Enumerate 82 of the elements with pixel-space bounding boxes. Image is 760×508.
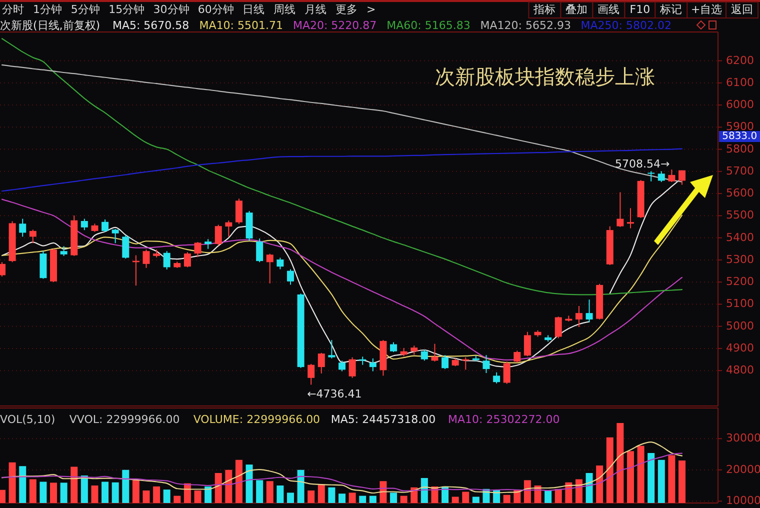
y-tick-label: 5500: [726, 208, 754, 222]
candlestick: [524, 331, 531, 357]
text: MA250: 5802.02: [580, 19, 672, 32]
text: 5833.0: [722, 131, 758, 142]
candlestick: [626, 208, 634, 229]
candlestick: [648, 170, 655, 182]
annotation: ←4736.41: [307, 388, 362, 401]
annotation: MA5: 24457318.00: [330, 413, 436, 426]
text: MA20: 5220.87: [292, 19, 377, 32]
candlestick: [420, 349, 428, 362]
candlestick: [554, 316, 562, 339]
candlestick: [19, 218, 26, 238]
y-tick-label: 5800: [726, 142, 754, 156]
y-tick-label: 6200: [726, 54, 754, 67]
candlestick: [369, 358, 376, 372]
text: MA60: 5165.83: [386, 19, 470, 32]
y-tick-label: 5600: [726, 186, 754, 200]
y-tick-label: 5000: [726, 319, 754, 332]
candlestick: [678, 170, 686, 186]
y-tick-label: 4800: [726, 364, 754, 377]
line-series: [1, 452, 683, 492]
y-tick-label: 20000: [726, 462, 760, 476]
candlestick: [80, 218, 88, 231]
candlestick: [338, 360, 346, 372]
candlestick: [668, 169, 676, 183]
candlestick: [616, 192, 624, 228]
candlestick: [586, 299, 593, 323]
y-tick-label: 5400: [726, 230, 754, 244]
candlestick: [658, 170, 665, 183]
candlestick: [493, 372, 500, 384]
candlestick: [60, 246, 68, 256]
text: MA10: 5501.71: [199, 19, 284, 32]
text: 次新股板块指数稳步上涨: [435, 64, 655, 88]
y-tick-label: 5200: [726, 275, 754, 288]
candlestick: [256, 238, 264, 263]
candlestick: [184, 252, 191, 268]
candlestick: [348, 356, 356, 378]
candlestick: [328, 340, 336, 359]
candlestick: [286, 268, 294, 286]
text: 指标 叠加 画线 F10 标记 +自选 返回: [532, 3, 753, 16]
candlestick: [112, 228, 119, 244]
text: MA120: 5652.93: [480, 19, 571, 32]
candlestick: [214, 224, 222, 246]
candlestick: [431, 343, 438, 362]
candlestick: [276, 257, 284, 270]
candlestick: [225, 220, 232, 238]
annotation: 次新股(日线,前复权): [0, 19, 100, 32]
y-tick-label: 6000: [726, 98, 754, 112]
candlestick: [482, 354, 490, 374]
y-tick-label: 30000: [726, 432, 760, 445]
candlestick: [575, 305, 582, 328]
candlestick: [163, 250, 170, 270]
text: 分时 1分钟 5分钟 15分钟 30分钟 60分钟 日线 周线 月线 更多 >: [2, 3, 376, 16]
y-tick-label: 6100: [726, 76, 754, 89]
candlestick: [442, 354, 449, 370]
candlestick: [514, 350, 521, 364]
line-series: [1, 38, 683, 296]
annotation: 5708.54→: [614, 158, 670, 171]
candlestick: [142, 249, 150, 268]
line-series: [1, 148, 683, 192]
candlestick: [266, 253, 274, 284]
annotation: VVOL: 22999966.00: [69, 413, 180, 426]
y-tick-label: 5100: [726, 297, 754, 310]
y-tick-label: 10000: [726, 494, 760, 508]
candlestick: [410, 345, 418, 356]
candlestick: [102, 218, 109, 232]
annotation: VOL(5,10): [0, 413, 56, 426]
candlestick: [308, 363, 315, 386]
candlestick: [204, 238, 212, 250]
y-tick-label: 4900: [726, 341, 754, 354]
annotation: VOLUME: 22999966.00: [193, 413, 320, 426]
text: MA5: 5670.58: [112, 19, 190, 32]
candlestick: [194, 242, 202, 258]
y-tick-label: 5300: [726, 252, 754, 266]
y-tick-label: 5700: [726, 164, 754, 178]
candlestick: [318, 352, 325, 374]
candlestick: [390, 342, 398, 352]
candlestick: [29, 229, 36, 244]
candlestick: [122, 234, 130, 260]
candlestick: [503, 361, 510, 384]
annotation: MA10: 25302272.00: [448, 413, 560, 426]
candlestick: [235, 198, 242, 224]
